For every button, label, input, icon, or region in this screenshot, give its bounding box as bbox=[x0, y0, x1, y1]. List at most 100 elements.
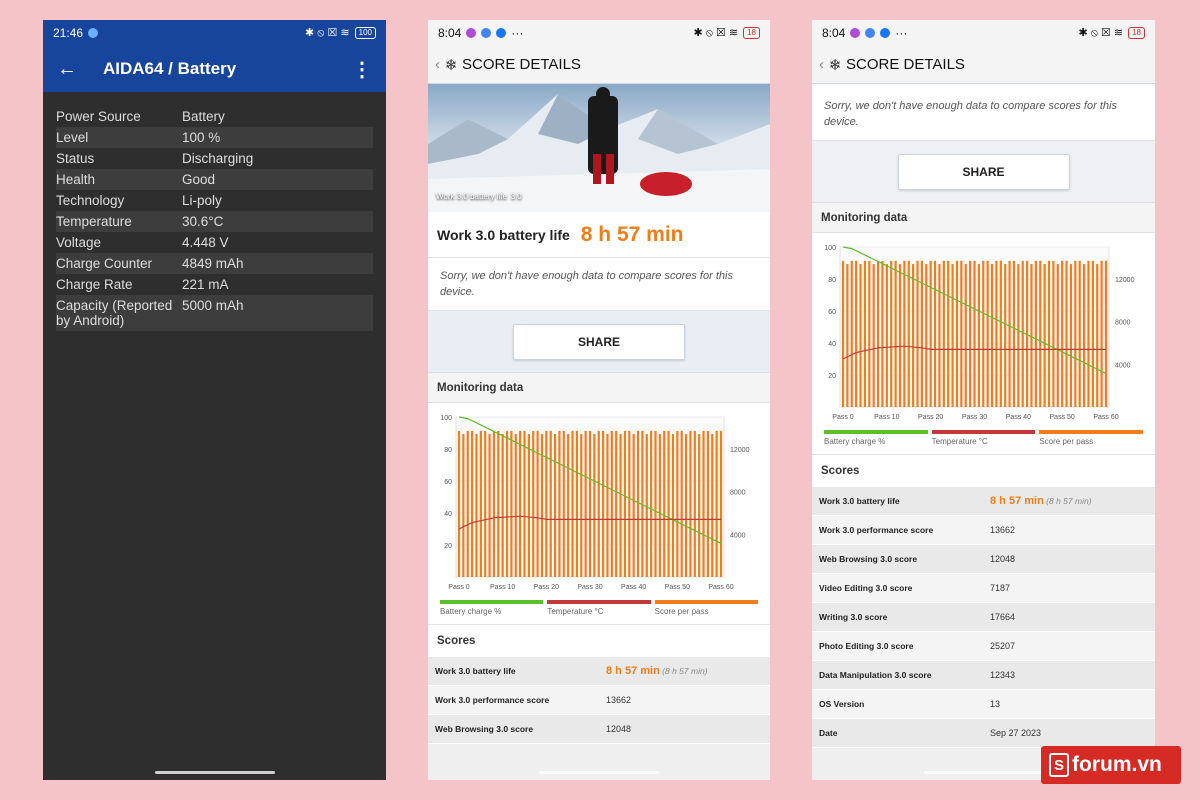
y-left-tick: 40 bbox=[828, 341, 836, 348]
pcmark-screen-top: 8:04 ··· ✱ ⦸ ☒ ≋ 18 ‹ ❄ SCORE DETAILS Work 3… bbox=[428, 20, 770, 780]
google-icon bbox=[481, 28, 492, 38]
legend-label: Score per pass bbox=[654, 607, 709, 616]
status-bar: 21:46 ✱ ⦸ ☒ ≋ 100 bbox=[43, 20, 386, 46]
info-row: Temperature 30.6°C bbox=[56, 211, 373, 232]
overflow-menu-icon[interactable]: ⋮ bbox=[352, 58, 372, 81]
monitoring-chart: 100 80 60 40 20 12000 8000 4000 Pass 0 Pass 10 Pas… bbox=[440, 415, 749, 591]
score-bar bbox=[567, 434, 570, 577]
score-note: (8 h 57 min) bbox=[1046, 496, 1092, 506]
monitoring-chart: 100 80 60 40 20 12000 8000 4000 Pass 0 Pass 10 Pas… bbox=[824, 245, 1135, 421]
x-tick: Pass 40 bbox=[621, 584, 646, 591]
score-bar bbox=[855, 260, 858, 407]
score-bar bbox=[562, 430, 565, 577]
legend-label: Battery charge % bbox=[824, 437, 886, 446]
score-note: (8 h 57 min) bbox=[662, 666, 708, 676]
score-bar bbox=[545, 430, 548, 577]
info-key: Capacity (Reported by Android) bbox=[56, 298, 173, 328]
score-row: Work 3.0 battery life 8 h 57 min (8 h 57 … bbox=[428, 657, 770, 686]
monitoring-chart-box: 100 80 60 40 20 12000 8000 4000 Pass 0 Pass 10 Pas… bbox=[428, 403, 770, 625]
share-section: SHARE bbox=[428, 311, 770, 373]
score-bar bbox=[912, 264, 915, 407]
score-bar bbox=[650, 430, 653, 577]
info-value: 30.6°C bbox=[182, 214, 224, 229]
back-chevron-icon[interactable]: ‹ bbox=[435, 56, 440, 73]
header-title: SCORE DETAILS bbox=[846, 56, 965, 73]
info-row: Capacity (Reported by Android) 5000 mAh bbox=[56, 295, 373, 331]
battery-charge-line bbox=[458, 416, 722, 544]
score-value: 13662 bbox=[606, 695, 632, 705]
score-bar bbox=[1047, 260, 1051, 407]
battery-info-table: Power Source Battery Level 100 % Status Disch… bbox=[43, 92, 386, 345]
score-bar bbox=[457, 430, 461, 577]
back-arrow-icon[interactable]: ← bbox=[57, 57, 77, 80]
score-bar bbox=[510, 430, 513, 577]
score-row: OS Version 13 bbox=[812, 690, 1155, 719]
score-bar bbox=[964, 264, 967, 407]
score-bar bbox=[973, 260, 976, 407]
score-bar bbox=[960, 260, 963, 407]
status-icons: ✱ ⦸ ☒ ≋ bbox=[1078, 27, 1124, 39]
score-bar bbox=[479, 430, 482, 577]
info-key: Level bbox=[56, 130, 89, 145]
share-button[interactable]: SHARE bbox=[513, 323, 685, 360]
battery-icon: 18 bbox=[743, 27, 760, 39]
x-tick: Pass 20 bbox=[918, 414, 943, 421]
score-bar bbox=[1082, 264, 1086, 407]
scores-table: Work 3.0 battery life 8 h 57 min (8 h 57 … bbox=[428, 657, 770, 744]
score-label: Data Manipulation 3.0 score bbox=[819, 670, 932, 680]
share-button[interactable]: SHARE bbox=[897, 153, 1070, 190]
gesture-bar[interactable] bbox=[154, 771, 275, 774]
score-bar bbox=[1026, 260, 1029, 407]
info-value: 4.448 V bbox=[182, 235, 229, 250]
status-icons: ✱ ⦸ ☒ ≋ bbox=[693, 27, 739, 39]
y-left-tick: 80 bbox=[828, 277, 836, 284]
info-key: Charge Rate bbox=[56, 277, 133, 292]
gesture-bar[interactable] bbox=[923, 771, 1044, 774]
score-row: Writing 3.0 score 17664 bbox=[812, 603, 1155, 632]
score-bar bbox=[1056, 264, 1059, 407]
score-bar bbox=[1039, 260, 1042, 407]
y-left-tick: 100 bbox=[440, 415, 452, 422]
score-row: Work 3.0 performance score 13662 bbox=[812, 516, 1155, 545]
score-bar bbox=[471, 430, 474, 577]
y-right-tick: 12000 bbox=[1115, 277, 1135, 284]
score-bar bbox=[947, 260, 950, 407]
info-value: 4849 mAh bbox=[182, 256, 244, 271]
score-bar bbox=[597, 430, 600, 577]
legend-swatch bbox=[547, 600, 651, 604]
header-title: SCORE DETAILS bbox=[462, 56, 581, 73]
score-bar bbox=[1091, 260, 1094, 407]
info-row: Voltage 4.448 V bbox=[56, 232, 373, 253]
score-bar bbox=[540, 434, 544, 577]
score-bar bbox=[846, 264, 849, 407]
x-tick: Pass 50 bbox=[1050, 414, 1075, 421]
score-bar bbox=[628, 430, 631, 577]
y-right-tick: 8000 bbox=[730, 490, 746, 497]
info-row: Status Discharging bbox=[56, 148, 373, 169]
score-row: Photo Editing 3.0 score 25207 bbox=[812, 632, 1155, 661]
score-bar bbox=[663, 430, 666, 577]
score-bar bbox=[1008, 260, 1011, 407]
back-chevron-icon[interactable]: ‹ bbox=[819, 56, 824, 73]
score-bar bbox=[920, 260, 923, 407]
score-value: Sep 27 2023 bbox=[990, 728, 1042, 738]
score-bar bbox=[532, 430, 535, 577]
legend-item: Temperature °C bbox=[931, 430, 1036, 446]
score-bar bbox=[527, 434, 530, 577]
info-value: Discharging bbox=[182, 151, 254, 166]
score-bar bbox=[575, 430, 578, 577]
x-tick: Pass 0 bbox=[448, 584, 470, 591]
gesture-bar[interactable] bbox=[539, 771, 659, 774]
x-tick: Pass 0 bbox=[832, 414, 854, 421]
score-bar bbox=[475, 434, 478, 577]
facebook-icon bbox=[496, 28, 507, 38]
info-value: Battery bbox=[182, 109, 225, 124]
score-bar bbox=[602, 430, 605, 577]
messenger-icon bbox=[850, 28, 861, 38]
score-bar bbox=[942, 260, 945, 407]
y-left-tick: 60 bbox=[828, 309, 836, 316]
score-label: Web Browsing 3.0 score bbox=[435, 724, 534, 734]
score-bar bbox=[933, 260, 937, 407]
score-label: Date bbox=[819, 728, 838, 738]
